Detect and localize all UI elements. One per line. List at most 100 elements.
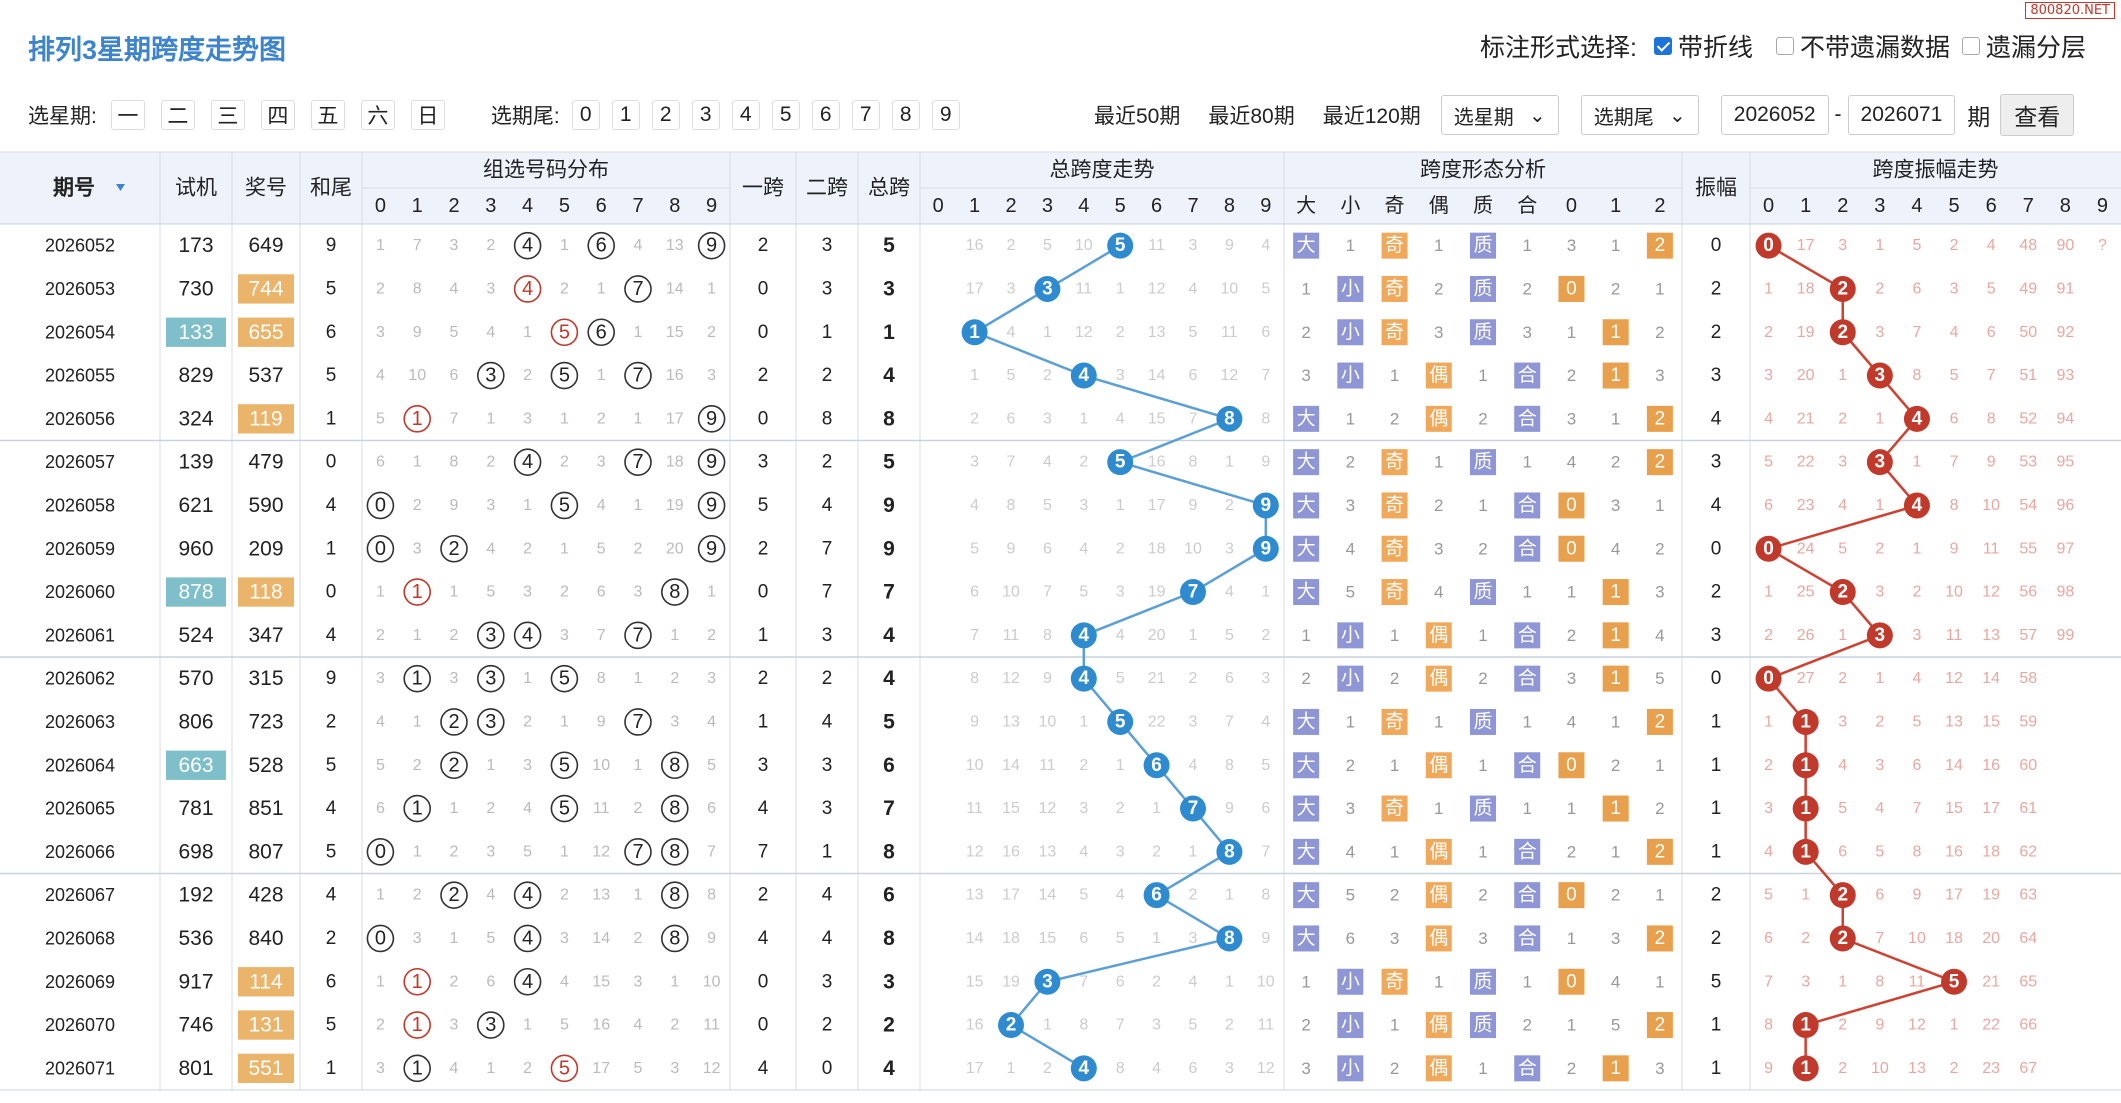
amplitude-cell: 1	[1711, 1015, 1722, 1036]
recent-50-link[interactable]: 最近50期	[1094, 105, 1181, 128]
group-ball	[550, 751, 579, 780]
form-badge	[1514, 492, 1541, 519]
form-badge-text: 大	[1297, 754, 1316, 776]
tail-1[interactable]: 1	[611, 100, 640, 130]
form-omission: 2	[1611, 279, 1620, 298]
weekday-wed[interactable]: 三	[210, 100, 245, 130]
amp-omission: 1	[1764, 584, 1773, 601]
span2-cell: 3	[822, 235, 833, 256]
tail-8[interactable]: 8	[891, 100, 920, 130]
period-from-input[interactable]: 2026052	[1720, 95, 1829, 135]
form-badge	[1470, 449, 1496, 476]
trend-omission: 9	[1261, 930, 1270, 947]
form-omission: 4	[1434, 583, 1443, 602]
mod3-badge-text: 1	[1610, 1058, 1621, 1079]
group-omission: 3	[413, 930, 422, 947]
tail-6[interactable]: 6	[811, 100, 840, 130]
weekday-sun[interactable]: 日	[410, 100, 445, 130]
tail-7[interactable]: 7	[851, 100, 880, 130]
period-cell: 2026063	[45, 712, 115, 732]
weekday-select[interactable]: 选星期 ⌄	[1440, 95, 1559, 135]
form-badge-text: 偶	[1429, 884, 1448, 906]
weekday-sat[interactable]: 六	[360, 100, 395, 130]
form-omission: 5	[1346, 583, 1355, 602]
tail-select[interactable]: 选期尾 ⌄	[1580, 95, 1699, 135]
amp-ball-value: 2	[1837, 928, 1848, 949]
group-ball-digit: 0	[375, 494, 386, 516]
form-badge	[1514, 925, 1541, 952]
form-badge	[1293, 492, 1320, 519]
group-omission: 5	[523, 843, 532, 860]
amp-omission: 20	[1797, 367, 1815, 384]
trend-omission: 11	[1003, 627, 1020, 644]
span1-cell: 0	[758, 408, 769, 429]
span-total-cell: 1	[883, 321, 895, 344]
trend-omission: 2	[1007, 237, 1016, 254]
prize-cell: 723	[248, 710, 283, 733]
group-omission: 1	[523, 670, 532, 687]
form-badge	[1425, 838, 1452, 865]
trend-omission: 4	[1079, 540, 1088, 557]
tail-3[interactable]: 3	[691, 100, 720, 130]
tail-4[interactable]: 4	[731, 100, 760, 130]
group-omission: 11	[703, 1017, 720, 1034]
group-omission: 1	[413, 713, 422, 730]
amplitude-cell: 1	[1711, 841, 1722, 862]
form-badge-text: 小	[1341, 277, 1360, 299]
mod3-badge-text: 1	[1610, 625, 1621, 646]
tail-0[interactable]: 0	[571, 100, 600, 130]
tail-5[interactable]: 5	[771, 100, 800, 130]
recent-120-link[interactable]: 最近120期	[1322, 105, 1421, 128]
no-omission-checkbox[interactable]	[1776, 37, 1794, 55]
form-badge	[1337, 622, 1364, 649]
amp-ball	[1792, 1012, 1819, 1039]
tail-2[interactable]: 2	[651, 100, 680, 130]
weekday-mon[interactable]: 一	[110, 100, 145, 130]
period-cell: 2026055	[45, 366, 115, 386]
amp-omission: 21	[1797, 410, 1815, 427]
trend-omission: 2	[1116, 800, 1125, 817]
span2-cell: 7	[822, 538, 833, 559]
form-omission: 2	[1655, 539, 1664, 558]
option-no-omission[interactable]: 不带遗漏数据	[1776, 28, 1950, 64]
amp-omission: 19	[1797, 324, 1815, 341]
trend-omission: 7	[1225, 713, 1234, 730]
trend-omission: 5	[1261, 757, 1270, 774]
prize-cell: 649	[248, 234, 283, 257]
period-to-input[interactable]: 2026071	[1847, 95, 1956, 135]
form-badge-text: 合	[1518, 494, 1537, 516]
option-omission-layer[interactable]: 遗漏分层	[1962, 28, 2086, 64]
trial-cell: 621	[178, 494, 213, 517]
form-badge-text: 质	[1473, 234, 1492, 256]
trend-omission: 21	[1148, 670, 1166, 687]
prize-cell: 537	[248, 364, 283, 387]
tail-9[interactable]: 9	[931, 100, 960, 130]
polyline-checkbox[interactable]	[1654, 37, 1672, 55]
amp-omission: 23	[1797, 497, 1815, 514]
option-polyline[interactable]: 带折线	[1654, 28, 1753, 64]
group-ball	[366, 838, 395, 866]
trend-omission: 2	[1043, 367, 1052, 384]
group-omission: 4	[523, 800, 532, 817]
header-digit: 2	[1837, 195, 1848, 217]
amp-omission: 3	[1875, 584, 1884, 601]
form-badge	[1293, 449, 1320, 476]
recent-80-link[interactable]: 最近80期	[1208, 105, 1295, 128]
weekday-thu[interactable]: 四	[260, 100, 295, 130]
omission-layer-checkbox[interactable]	[1962, 37, 1980, 55]
weekday-fri[interactable]: 五	[310, 100, 345, 130]
group-omission: 3	[486, 843, 495, 860]
group-ball	[550, 361, 579, 390]
amp-omission: 8	[1875, 973, 1884, 990]
query-button[interactable]: 查看	[2000, 94, 2075, 136]
weekday-tue[interactable]: 二	[160, 100, 195, 130]
group-omission: 6	[486, 973, 495, 990]
group-ball-digit: 2	[448, 884, 459, 906]
form-badge	[1514, 622, 1541, 649]
trend-omission: 12	[1148, 280, 1166, 297]
amp-omission: 4	[1838, 497, 1847, 514]
form-badge-text: 奇	[1385, 451, 1404, 473]
sum-tail-cell: 5	[326, 365, 337, 386]
group-ball	[550, 1054, 579, 1083]
amp-omission: 9	[1987, 454, 1996, 471]
